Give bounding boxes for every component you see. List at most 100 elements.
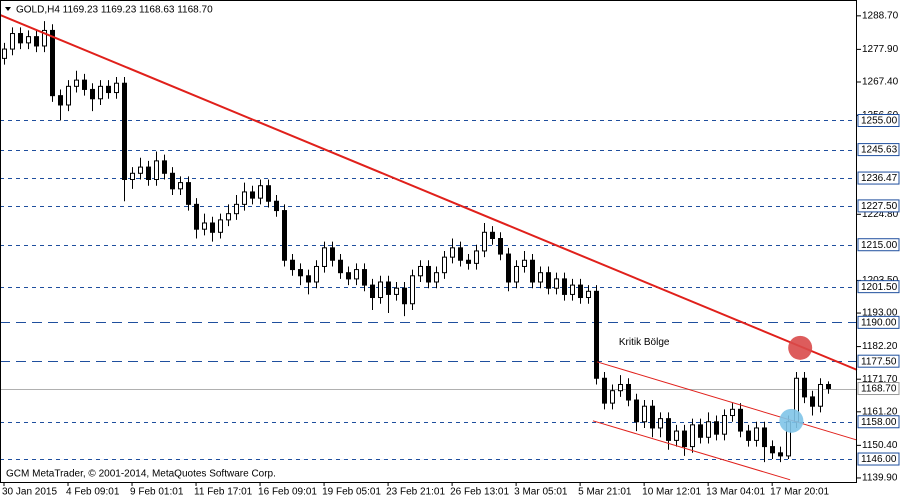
x-tick-label: 9 Feb 01:01 [130, 487, 184, 498]
candle-body [730, 408, 735, 417]
x-tick-label: 10 Mar 12:01 [642, 487, 701, 498]
candle-body [530, 259, 535, 283]
annotation: Kritik Bölge [619, 337, 670, 348]
candle-body [186, 182, 191, 205]
level-label: 1146.00 [861, 454, 897, 465]
menu-icon [5, 7, 11, 11]
x-tick-label: 26 Feb 13:01 [450, 487, 509, 498]
candle-body [450, 247, 455, 258]
candle-body [42, 29, 47, 47]
candle-body [538, 272, 543, 283]
candle-body [122, 82, 127, 181]
x-tick-label: 13 Mar 04:01 [706, 487, 765, 498]
last-price-box [857, 382, 900, 396]
candle-body [778, 452, 783, 457]
candle-body [370, 284, 375, 299]
candle-body [130, 172, 135, 181]
candle-body [802, 377, 807, 398]
plot-frame [0, 0, 857, 483]
candle-body [650, 405, 655, 429]
symbol-header: GOLD,H4 1169.23 1169.23 1168.63 1168.70 [16, 5, 213, 16]
level-label-box [857, 199, 900, 213]
y-tick-label: 1139.90 [862, 473, 898, 484]
candle-body [410, 275, 415, 305]
x-tick-label: 17 Mar 20:01 [770, 487, 829, 498]
plot-area [0, 13, 858, 481]
candle-body [754, 427, 759, 441]
candle-body [226, 213, 231, 221]
candle-body [546, 272, 551, 289]
candle-body [202, 222, 207, 230]
candle-body [290, 259, 295, 271]
level-label: 1227.50 [861, 201, 898, 212]
candle-body [426, 265, 431, 283]
x-tick-label: 23 Feb 21:01 [386, 487, 445, 498]
candle-body [314, 265, 319, 283]
candle-body [810, 396, 815, 407]
candle-body [266, 185, 271, 202]
candle-body [258, 185, 263, 199]
level-label-box [857, 143, 900, 157]
candle-body [666, 418, 671, 441]
candle-body [322, 247, 327, 267]
candle-body [50, 29, 55, 97]
x-tick-label: 11 Feb 17:01 [194, 487, 253, 498]
candle-body [562, 278, 567, 295]
candle-body [594, 290, 599, 379]
candle-body [690, 424, 695, 448]
level-label: 1158.00 [861, 417, 897, 428]
candle-body [298, 269, 303, 277]
candle-body [362, 269, 367, 286]
candle-body [674, 430, 679, 441]
candle-body [274, 200, 279, 212]
level-label-box [857, 238, 900, 252]
candle-body [34, 36, 39, 47]
trendline [592, 420, 791, 481]
candle-body [66, 85, 71, 106]
candle-body [474, 250, 479, 264]
candle-body [626, 383, 631, 401]
candle-body [162, 160, 167, 174]
y-tick-label: 1193.00 [862, 308, 898, 319]
candle-body [90, 88, 95, 100]
y-tick-label: 1150.40 [862, 440, 898, 451]
trendline [596, 361, 858, 441]
candle-body [98, 85, 103, 100]
level-label: 1245.63 [861, 145, 898, 156]
candle-body [106, 85, 111, 94]
y-tick-label: 1267.40 [862, 77, 899, 88]
candle-body [234, 203, 239, 215]
candle-body [714, 421, 719, 435]
candle-body [218, 219, 223, 233]
candle-body [746, 430, 751, 441]
candle-body [210, 222, 215, 233]
level-label: 1236.47 [861, 173, 898, 184]
candle-body [826, 383, 831, 390]
level-label: 1190.00 [861, 318, 897, 329]
candle-body [602, 377, 607, 404]
x-tick-label: 5 Mar 21:01 [578, 487, 632, 498]
candle-body [114, 82, 119, 94]
y-tick-label: 1182.20 [862, 341, 898, 352]
candle-body [586, 290, 591, 299]
highlight-marker [779, 408, 804, 433]
level-label-box [857, 280, 900, 294]
x-tick-label: 4 Feb 09:01 [66, 487, 120, 498]
candle-body [402, 287, 407, 305]
candle-body [818, 383, 823, 407]
candle-body [250, 191, 255, 199]
x-tick-label: 3 Mar 05:01 [514, 487, 568, 498]
candle-body [634, 399, 639, 423]
y-tick-label: 1161.20 [862, 406, 898, 417]
candle-body [762, 427, 767, 448]
candle-body [82, 79, 87, 90]
candle-body [458, 247, 463, 261]
copyright: GCM MetaTrader, © 2001-2014, MetaQuotes … [6, 469, 276, 480]
candle-body [74, 79, 79, 87]
candle-body [770, 446, 775, 454]
candle-body [282, 210, 287, 261]
candle-body [522, 259, 527, 267]
level-label: 1201.50 [861, 282, 898, 293]
candle-body [434, 272, 439, 283]
